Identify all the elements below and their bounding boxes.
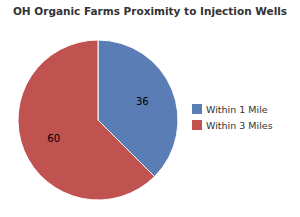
legend-label: Within 1 Mile (206, 104, 268, 115)
legend: Within 1 Mile Within 3 Miles (192, 104, 273, 131)
legend-swatch (192, 120, 202, 130)
chart: OH Organic Farms Proximity to Injection … (0, 0, 300, 217)
legend-item: Within 3 Miles (192, 120, 273, 131)
slice (18, 40, 155, 200)
legend-label: Within 3 Miles (206, 120, 273, 131)
pie (18, 40, 178, 200)
data-label: 60 (47, 133, 60, 144)
legend-swatch (192, 104, 202, 114)
legend-item: Within 1 Mile (192, 104, 268, 115)
title: OH Organic Farms Proximity to Injection … (13, 5, 287, 17)
data-label: 36 (136, 96, 149, 107)
data-labels: 36 60 (47, 96, 148, 144)
